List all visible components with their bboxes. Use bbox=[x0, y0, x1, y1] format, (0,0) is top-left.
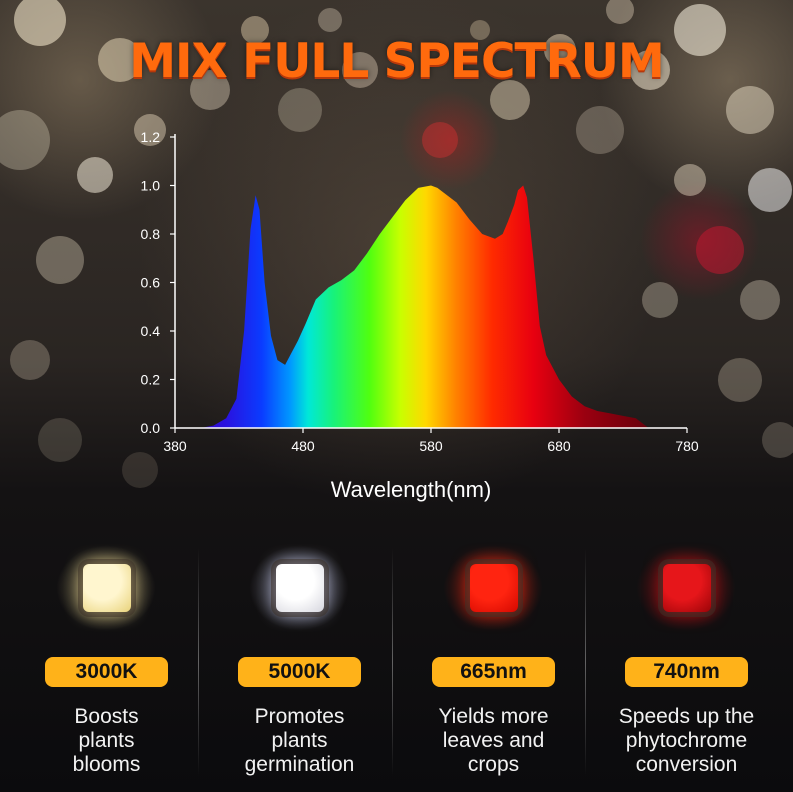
bokeh-light bbox=[642, 282, 678, 318]
y-tick-label: 1.2 bbox=[141, 129, 161, 145]
feature-description: Speeds up the phytochrome conversion bbox=[618, 705, 755, 776]
bokeh-light bbox=[696, 226, 744, 274]
bokeh-light bbox=[122, 452, 158, 488]
y-tick-label: 1.0 bbox=[141, 178, 161, 194]
bokeh-light bbox=[544, 34, 576, 66]
bokeh-light bbox=[740, 280, 780, 320]
bokeh-light bbox=[490, 80, 530, 120]
feature-tile: 3000K Boosts plants blooms bbox=[10, 545, 203, 785]
feature-tile: 5000K Promotes plants germination bbox=[203, 545, 396, 785]
x-axis-label: Wavelength(nm) bbox=[331, 477, 492, 502]
bokeh-light bbox=[190, 70, 230, 110]
y-tick-label: 0.8 bbox=[141, 226, 161, 242]
feature-description: Boosts plants blooms bbox=[72, 705, 141, 776]
spectrum-chart: 380 480 580 680 780 0.0 0.2 0.4 0.6 0.8 1.0 1.2 Wave… bbox=[141, 129, 699, 502]
bokeh-light bbox=[606, 0, 634, 24]
bokeh-light bbox=[630, 50, 670, 90]
x-tick-label: 580 bbox=[419, 438, 443, 454]
bokeh-light bbox=[762, 422, 793, 458]
bokeh-light bbox=[718, 358, 762, 402]
x-tick-label: 380 bbox=[163, 438, 187, 454]
tile-divider bbox=[392, 548, 393, 776]
led-chip-icon bbox=[663, 564, 711, 612]
feature-tile: 740nm Speeds up the phytochrome conversio… bbox=[590, 545, 783, 785]
bokeh-background bbox=[0, 0, 793, 488]
wavelength-badge: 5000K bbox=[238, 657, 361, 687]
y-tick-label: 0.2 bbox=[141, 372, 161, 388]
bokeh-light bbox=[14, 0, 66, 46]
bokeh-light bbox=[36, 236, 84, 284]
tile-divider bbox=[198, 548, 199, 776]
bokeh-light bbox=[342, 52, 378, 88]
bokeh-light bbox=[38, 418, 82, 462]
feature-tile: 665nm Yields more leaves and crops bbox=[397, 545, 590, 785]
bokeh-light bbox=[10, 340, 50, 380]
feature-description: Promotes plants germination bbox=[244, 705, 355, 776]
y-tick-label: 0.0 bbox=[141, 420, 161, 436]
bokeh-light bbox=[278, 88, 322, 132]
bokeh-light bbox=[241, 16, 269, 44]
bokeh-light bbox=[0, 110, 50, 170]
bokeh-light bbox=[674, 4, 726, 56]
bokeh-light bbox=[98, 38, 142, 82]
bokeh-light bbox=[134, 114, 166, 146]
x-tick-label: 680 bbox=[547, 438, 571, 454]
tile-divider bbox=[585, 548, 586, 776]
bokeh-light bbox=[674, 164, 706, 196]
bokeh-light bbox=[748, 168, 792, 212]
bokeh-light bbox=[318, 8, 342, 32]
x-tick-label: 780 bbox=[675, 438, 699, 454]
wavelength-badge: 665nm bbox=[432, 657, 555, 687]
led-chip-icon bbox=[470, 564, 518, 612]
bokeh-light bbox=[726, 86, 774, 134]
wavelength-badge: 740nm bbox=[625, 657, 748, 687]
y-tick-label: 0.4 bbox=[141, 323, 161, 339]
bokeh-light bbox=[77, 157, 113, 193]
y-tick-label: 0.6 bbox=[141, 275, 161, 291]
wavelength-badge: 3000K bbox=[45, 657, 168, 687]
spectrum-area bbox=[200, 185, 649, 428]
x-tick-label: 480 bbox=[291, 438, 315, 454]
bokeh-light bbox=[576, 106, 624, 154]
led-chip-icon bbox=[276, 564, 324, 612]
bokeh-light bbox=[470, 20, 490, 40]
page-title: MIX FULL SPECTRUM bbox=[129, 34, 664, 89]
bokeh-light bbox=[422, 122, 458, 158]
feature-description: Yields more leaves and crops bbox=[438, 705, 549, 776]
led-chip-icon bbox=[83, 564, 131, 612]
